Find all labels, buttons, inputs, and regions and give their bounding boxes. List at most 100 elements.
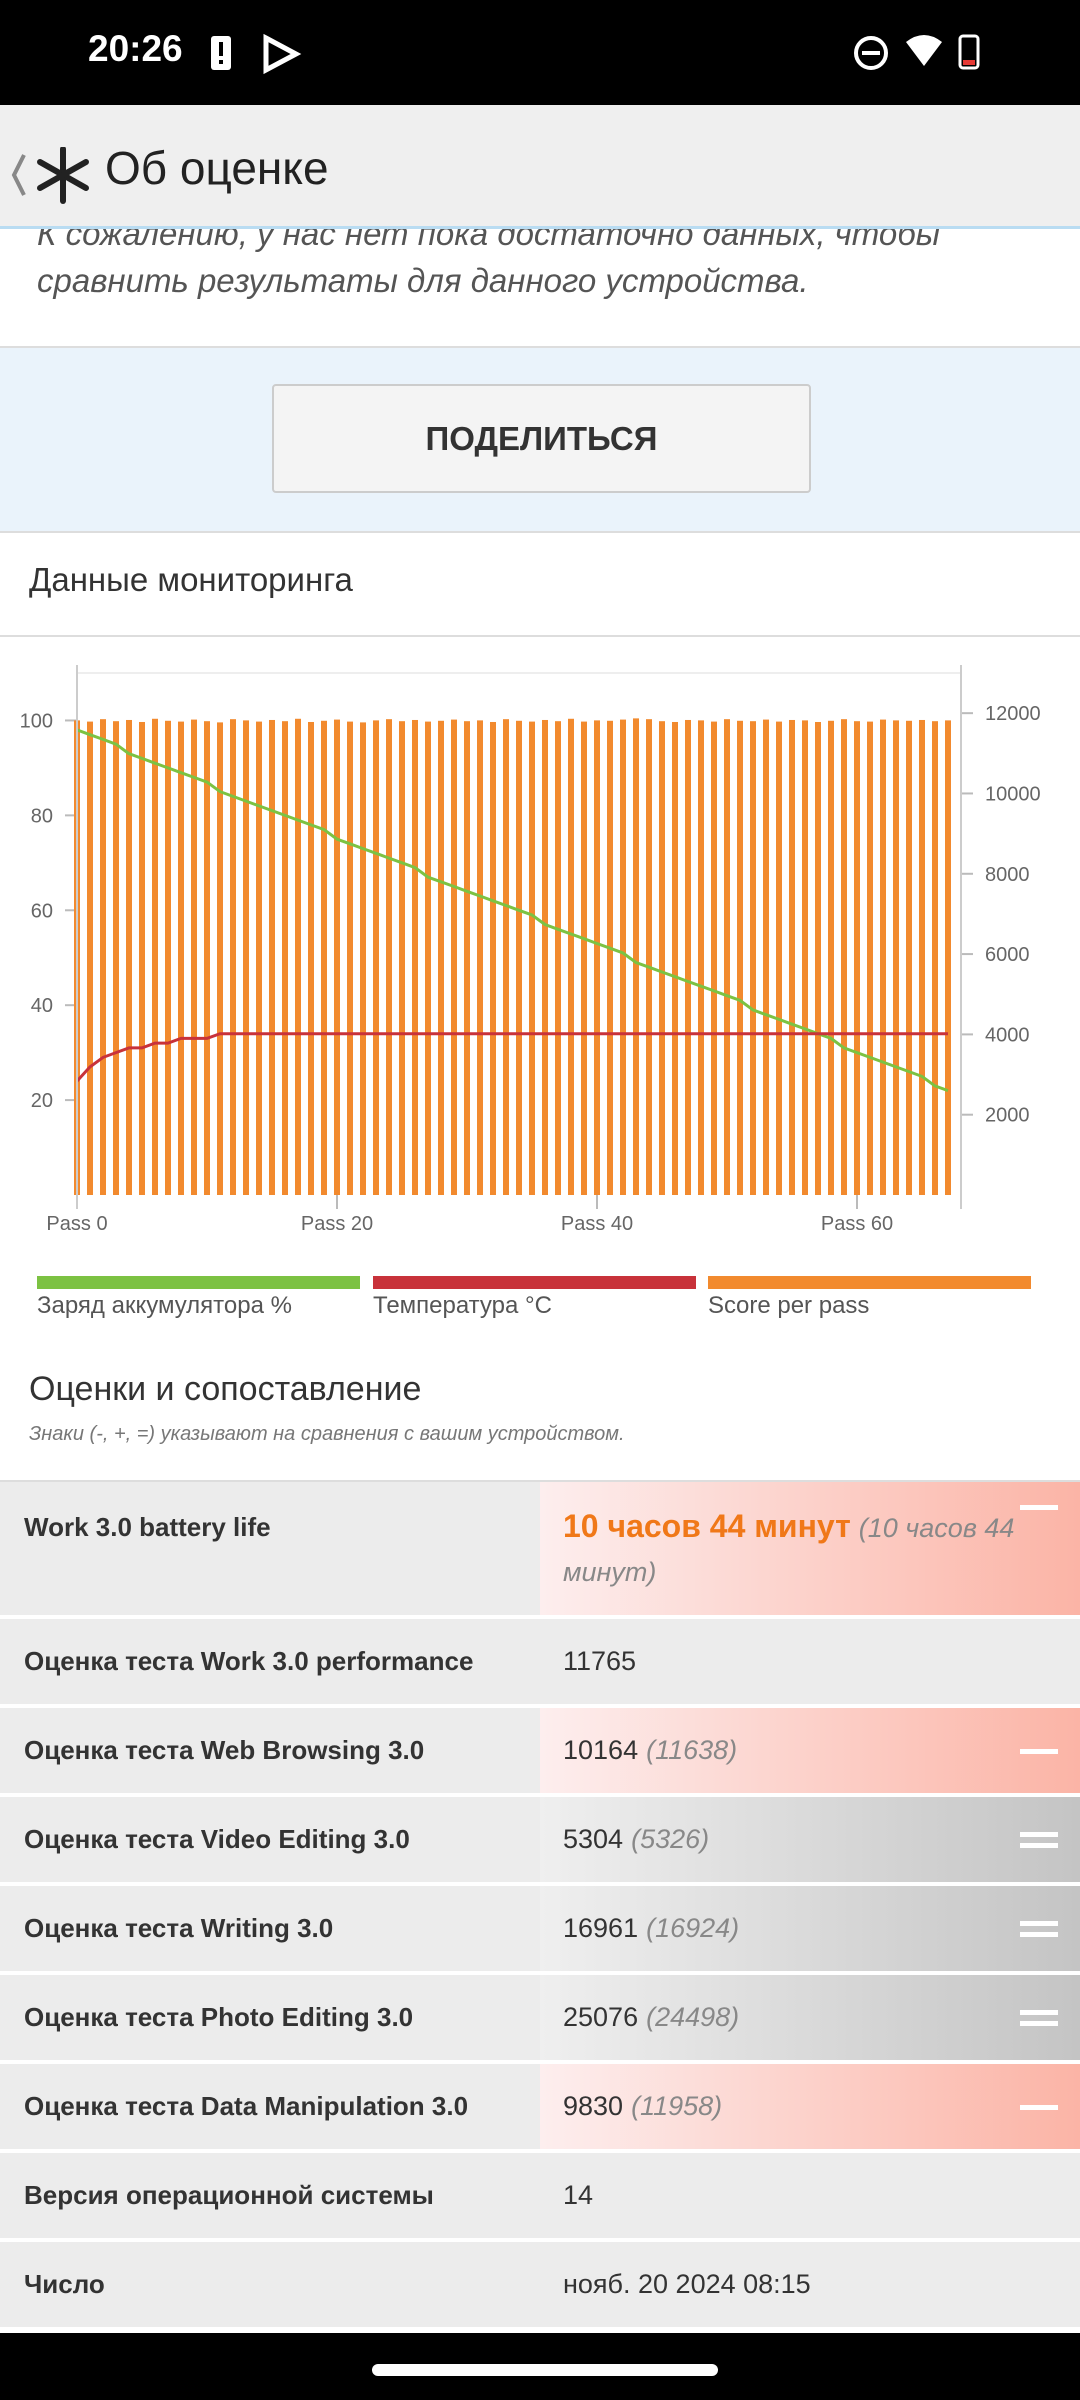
legend-swatch — [373, 1276, 696, 1289]
bar — [230, 719, 236, 1195]
score: 16961 — [563, 1913, 639, 1943]
bar — [438, 720, 444, 1195]
y-tick-label: 20 — [31, 1090, 53, 1112]
bar — [815, 721, 821, 1195]
bar — [555, 721, 561, 1195]
bar — [269, 719, 275, 1195]
bar — [841, 719, 847, 1195]
row-value: 10164 (11638) — [540, 1708, 1080, 1793]
bar — [659, 721, 665, 1195]
x-tick-label: Pass 40 — [561, 1213, 633, 1235]
bar — [542, 719, 548, 1195]
bar — [425, 721, 431, 1195]
bar — [685, 719, 691, 1195]
row-label: Work 3.0 battery life — [24, 1512, 271, 1542]
bar — [217, 722, 223, 1195]
bar — [867, 721, 873, 1195]
bar — [126, 719, 132, 1195]
sign-stroke — [1020, 2009, 1058, 2015]
score: 14 — [563, 2180, 594, 2210]
y2-tick-label: 6000 — [985, 944, 1030, 966]
y2-tick-label: 10000 — [985, 783, 1041, 805]
reference-score: (16924) — [646, 1913, 740, 1943]
sign-stroke — [1020, 2020, 1058, 2026]
y-tick-label: 100 — [20, 710, 53, 732]
bar — [750, 721, 756, 1195]
sign-stroke — [1020, 1931, 1058, 1937]
bar — [347, 721, 353, 1195]
table-row: Work 3.0 battery life 10 часов 44 минут (1… — [0, 1482, 1080, 1615]
bar — [880, 719, 886, 1195]
share-button[interactable]: ПОДЕЛИТЬСЯ — [272, 384, 811, 493]
bar — [646, 719, 652, 1195]
bar — [737, 720, 743, 1195]
row-value: 25076 (24498) — [540, 1975, 1080, 2060]
bar — [607, 720, 613, 1195]
bar — [451, 719, 457, 1195]
bar — [789, 719, 795, 1195]
home-indicator[interactable] — [372, 2364, 718, 2376]
y2-tick-label: 4000 — [985, 1024, 1030, 1046]
bar — [87, 721, 93, 1195]
row-label: Число — [24, 2269, 105, 2299]
bar — [243, 720, 249, 1195]
comparison-sign — [1020, 2099, 1058, 2116]
sign-stroke — [1020, 1831, 1058, 1837]
bar — [490, 721, 496, 1195]
score: 25076 — [563, 2002, 639, 2032]
bar — [698, 720, 704, 1195]
bar — [932, 721, 938, 1195]
comparison-table: Work 3.0 battery life 10 часов 44 минут (1… — [0, 1480, 1080, 2331]
table-row: Оценка теста Photo Editing 3.0 25076 (2449… — [0, 1975, 1080, 2060]
table-row: Число нояб. 20 2024 08:15 — [0, 2242, 1080, 2327]
bar — [386, 719, 392, 1195]
bar — [191, 719, 197, 1195]
comparison-sign — [1020, 1826, 1058, 1854]
app-bar: Об оценке — [0, 105, 1080, 229]
bar — [165, 720, 171, 1195]
chart: 20 40 60 80 100 2000 4000 6000 8000 10000 12000 Pas… — [20, 665, 1041, 1319]
bar — [334, 719, 340, 1195]
bar — [529, 721, 535, 1195]
row-value: 16961 (16924) — [540, 1886, 1080, 1971]
bar — [373, 720, 379, 1195]
table-row: Оценка теста Web Browsing 3.0 10164 (11638… — [0, 1708, 1080, 1793]
score: 10 часов 44 минут — [563, 1508, 851, 1544]
legend-label: Score per pass — [708, 1292, 869, 1319]
sign-stroke — [1020, 1504, 1058, 1510]
bar — [919, 719, 925, 1195]
reference-score: (11638) — [646, 1735, 738, 1765]
x-tick-label: Pass 20 — [301, 1213, 373, 1235]
row-label: Оценка теста Work 3.0 performance — [24, 1646, 474, 1676]
status-bar: 20:26 — [0, 0, 1080, 105]
back-and-logo[interactable] — [8, 147, 103, 207]
table-row: Версия операционной системы 14 — [0, 2153, 1080, 2238]
legend-swatch — [708, 1276, 1031, 1289]
row-label: Оценка теста Photo Editing 3.0 — [24, 2002, 414, 2032]
bar — [828, 720, 834, 1195]
bar — [295, 718, 301, 1195]
bar — [945, 720, 951, 1195]
bar — [360, 722, 366, 1195]
bar — [139, 721, 145, 1195]
row-value: 14 — [540, 2153, 1080, 2238]
row-label: Оценка теста Web Browsing 3.0 — [24, 1735, 425, 1765]
bar — [477, 720, 483, 1195]
comparison-sign — [1020, 2004, 1058, 2032]
legend-label: Температура °C — [373, 1292, 552, 1319]
y-tick-label: 40 — [31, 995, 53, 1017]
comparison-sign — [1020, 1915, 1058, 1943]
row-value: 5304 (5326) — [540, 1797, 1080, 1882]
y2-tick-label: 12000 — [985, 703, 1041, 725]
comparison-sign — [1020, 1743, 1058, 1760]
status-icons-left — [211, 33, 302, 75]
row-label: Оценка теста Data Manipulation 3.0 — [24, 2091, 469, 2121]
bar — [802, 720, 808, 1195]
bar — [256, 721, 262, 1195]
table-row: Оценка теста Work 3.0 performance 11765 — [0, 1619, 1080, 1704]
bar — [893, 720, 899, 1195]
legend-label: Заряд аккумулятора % — [37, 1292, 292, 1319]
score: 11765 — [563, 1646, 637, 1676]
row-value: 9830 (11958) — [540, 2064, 1080, 2149]
